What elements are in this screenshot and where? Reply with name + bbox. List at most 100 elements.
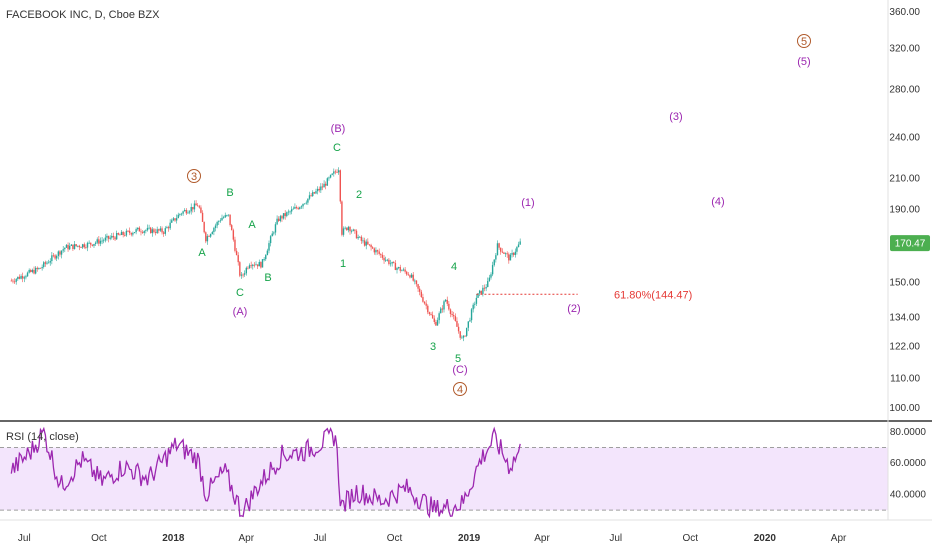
candle: [414, 278, 416, 285]
candle: [457, 323, 460, 334]
price-tick-label: 190.00: [889, 205, 920, 216]
candle: [234, 236, 236, 253]
price-tick-label: 320.00: [889, 43, 920, 54]
wave-label: B: [226, 187, 233, 199]
candle: [216, 220, 218, 229]
svg-text:(C): (C): [452, 364, 467, 376]
candle: [175, 214, 178, 224]
candle: [383, 255, 385, 264]
candle: [423, 301, 426, 305]
candle: [187, 210, 189, 214]
candle: [41, 264, 43, 271]
candle: [384, 256, 387, 262]
candle: [177, 212, 179, 219]
candle: [34, 266, 37, 275]
candle: [36, 266, 38, 272]
candle: [341, 200, 343, 237]
candle: [503, 251, 505, 254]
candle: [334, 169, 337, 175]
rsi-pane[interactable]: RSI (14, close): [0, 426, 888, 519]
wave-label: (1): [521, 197, 534, 209]
svg-text:A: A: [248, 219, 256, 231]
svg-text:(2): (2): [567, 303, 580, 315]
candle: [438, 311, 440, 324]
candle: [444, 298, 447, 303]
candle: [21, 272, 24, 283]
candle: [265, 254, 267, 261]
candle: [454, 313, 457, 322]
time-tick-label: Oct: [91, 533, 107, 544]
candle: [500, 247, 502, 255]
candle: [325, 181, 327, 190]
candle: [64, 247, 66, 253]
candle: [308, 191, 311, 201]
candle: [310, 192, 312, 197]
candle: [276, 215, 278, 226]
svg-text:C: C: [236, 287, 244, 299]
svg-text:2: 2: [356, 189, 362, 201]
time-tick-label: 2019: [458, 533, 481, 544]
candle: [206, 234, 209, 245]
candle: [13, 278, 16, 285]
candle: [274, 222, 277, 236]
candle: [90, 242, 92, 248]
candle: [26, 271, 29, 277]
candle: [493, 259, 495, 267]
svg-text:(A): (A): [233, 306, 248, 318]
candle: [56, 254, 58, 262]
candle: [278, 216, 280, 223]
last-price-badge: 170.47: [890, 235, 930, 252]
candle: [81, 243, 84, 250]
candle: [103, 238, 105, 244]
wave-label: 3: [430, 341, 436, 353]
candle: [127, 230, 129, 233]
candle: [253, 262, 256, 268]
candle: [496, 240, 499, 256]
candle: [80, 246, 82, 248]
candle: [465, 327, 468, 338]
time-tick-label: 2020: [754, 533, 777, 544]
wave-label: (5): [797, 56, 810, 68]
candle: [101, 237, 103, 245]
candle: [427, 304, 429, 315]
candle: [462, 335, 465, 342]
time-axis[interactable]: Jul Oct 2018 Apr Jul Oct 2019 Apr Jul Oct 2020 Apr: [0, 519, 932, 544]
time-tick-label: Apr: [534, 533, 550, 544]
candle: [342, 226, 345, 237]
price-axis[interactable]: 360.00 320.00 280.00 240.00 210.00 190.00 150.…: [887, 0, 927, 520]
candle: [38, 267, 40, 270]
svg-text:(3): (3): [669, 111, 682, 123]
candle: [141, 230, 144, 234]
svg-text:5: 5: [801, 36, 807, 48]
candle: [370, 243, 372, 251]
candle: [417, 283, 419, 293]
price-tick-label: 122.00: [889, 342, 920, 353]
candle: [133, 232, 136, 234]
candle: [441, 305, 444, 313]
candle: [130, 232, 132, 237]
candle: [368, 244, 371, 247]
candle: [281, 214, 283, 222]
time-tick-label: Jul: [18, 533, 31, 544]
wave-label: 2: [356, 189, 362, 201]
candle: [420, 289, 423, 298]
candle: [482, 285, 484, 297]
candle: [91, 244, 94, 247]
time-tick-label: Apr: [831, 533, 847, 544]
candle: [146, 224, 149, 232]
candle: [151, 227, 154, 237]
candle: [318, 186, 320, 193]
candle: [221, 214, 223, 221]
rsi-tick-label: 60.0000: [890, 458, 927, 469]
svg-text:(4): (4): [711, 196, 724, 208]
candle: [132, 231, 134, 237]
candle: [68, 242, 71, 251]
candle: [282, 213, 285, 220]
candle: [96, 237, 98, 245]
candle: [299, 206, 301, 210]
candle: [375, 247, 377, 256]
candle: [519, 238, 521, 245]
candle: [240, 272, 243, 279]
